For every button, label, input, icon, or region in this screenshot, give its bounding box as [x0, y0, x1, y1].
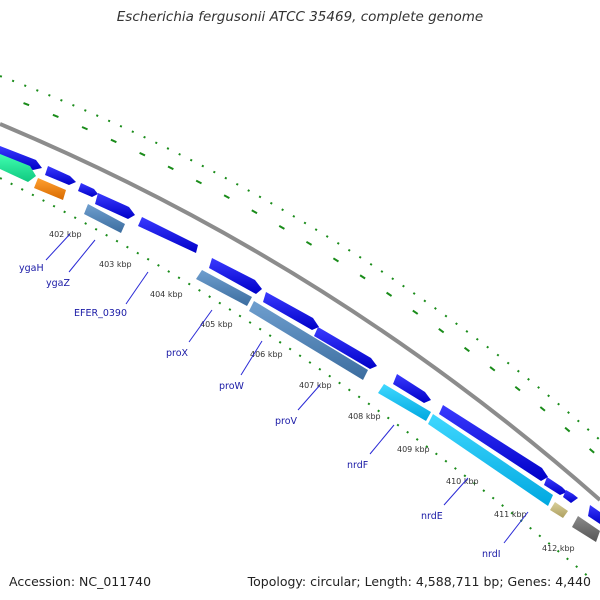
gene-forward-6 — [209, 258, 262, 294]
leader-line-nrdf — [369, 424, 395, 455]
gene-label-prox: proX — [166, 348, 189, 359]
gc-tick-mark — [386, 291, 393, 297]
gene-reverse-tan — [550, 502, 568, 518]
gene-label-nrde: nrdE — [421, 511, 443, 522]
tick-label-408-kbp: 408 kbp — [348, 412, 381, 421]
gene-forward-12 — [563, 490, 578, 503]
leader-line-ygaz — [68, 239, 96, 273]
gc-tick-mark — [332, 257, 340, 263]
gc-tick-mark — [588, 448, 595, 454]
gene-reverse-proX — [196, 270, 252, 306]
page-title: Escherichia fergusonii ATCC 35469, compl… — [116, 9, 484, 25]
leader-line-nrde — [443, 477, 469, 506]
gene-forward-7 — [263, 292, 319, 330]
leader-line-prow — [240, 340, 263, 376]
gc-tick-mark — [412, 309, 419, 315]
leader-line-ygah — [45, 233, 71, 261]
gc-tick-mark — [52, 113, 59, 118]
gene-forward-3 — [78, 183, 98, 197]
tick-label-412-kbp: 412 kbp — [542, 544, 575, 553]
genome-summary-label: Topology: circular; Length: 4,588,711 bp… — [247, 574, 591, 589]
gene-label-nrdf: nrdF — [347, 460, 368, 471]
gene-label-prov: proV — [275, 416, 298, 427]
leader-line-efer-0390 — [125, 271, 149, 305]
tick-label-409-kbp: 409 kbp — [397, 445, 430, 454]
genome-backbone — [0, 122, 600, 502]
tick-label-406-kbp: 406 kbp — [250, 350, 283, 359]
gc-tick-mark — [359, 274, 366, 280]
tick-label-407-kbp: 407 kbp — [299, 381, 332, 390]
gc-tick-mark — [305, 240, 313, 246]
gc-tick-mark — [278, 224, 285, 230]
gene-label-ygah: ygaH — [19, 263, 44, 274]
gc-tick-mark — [195, 179, 202, 185]
gc-tick-mark — [23, 102, 30, 107]
gc-tick-mark — [463, 346, 470, 353]
gene-reverse-ygaZ — [84, 204, 125, 233]
gene-forward-4 — [95, 193, 135, 219]
leader-line-prox — [188, 309, 213, 343]
gc-content-ticks — [23, 102, 595, 454]
gene-forward-10 — [439, 405, 548, 481]
inner-dotted-track — [0, 177, 591, 579]
gene-reverse-orange — [34, 178, 66, 200]
gene-forward-5 — [138, 217, 198, 253]
tick-label-402-kbp: 402 kbp — [49, 230, 82, 239]
tick-label-411-kbp: 411 kbp — [494, 510, 527, 519]
gc-tick-mark — [139, 151, 146, 157]
gc-tick-mark — [489, 366, 496, 372]
gene-forward-11 — [544, 477, 567, 495]
gc-tick-mark — [223, 194, 230, 199]
forward-strand-genes — [0, 146, 600, 524]
gene-label-ygaz: ygaZ — [46, 278, 70, 289]
gene-forward-9 — [393, 374, 431, 403]
gc-tick-mark — [81, 126, 88, 131]
gc-tick-mark — [167, 165, 174, 171]
accession-label: Accession: NC_011740 — [9, 574, 152, 589]
gene-label-efer-0390: EFER_0390 — [74, 308, 127, 319]
gene-reverse-gray — [572, 516, 600, 542]
gene-reverse-proW — [249, 301, 368, 380]
tick-label-404-kbp: 404 kbp — [150, 290, 183, 299]
gene-reverse-green — [0, 154, 36, 182]
gene-forward-13 — [588, 505, 600, 524]
gene-reverse-nrdE — [428, 414, 553, 506]
gc-tick-mark — [251, 209, 258, 215]
kbp-tick-labels: 402 kbp 403 kbp 404 kbp 405 kbp 406 kbp 407 k… — [49, 230, 575, 553]
tick-label-403-kbp: 403 kbp — [99, 260, 132, 269]
gc-tick-mark — [564, 426, 571, 433]
gene-forward-2 — [45, 166, 76, 185]
gene-forward-8 — [314, 327, 377, 369]
gene-label-prow: proW — [219, 381, 245, 392]
gene-forward-1 — [0, 146, 42, 170]
gene-label-nrdi: nrdI — [482, 549, 501, 560]
gc-tick-mark — [539, 406, 546, 412]
gene-reverse-nrdF — [378, 384, 431, 421]
gc-tick-mark — [438, 328, 445, 334]
gc-tick-mark — [514, 385, 521, 392]
tick-label-410-kbp: 410 kbp — [446, 477, 479, 486]
tick-label-405-kbp: 405 kbp — [200, 320, 233, 329]
reverse-strand-genes — [0, 154, 600, 542]
gc-tick-mark — [110, 138, 117, 144]
leader-line-nrdi — [503, 511, 529, 544]
leader-line-prov — [297, 384, 321, 411]
